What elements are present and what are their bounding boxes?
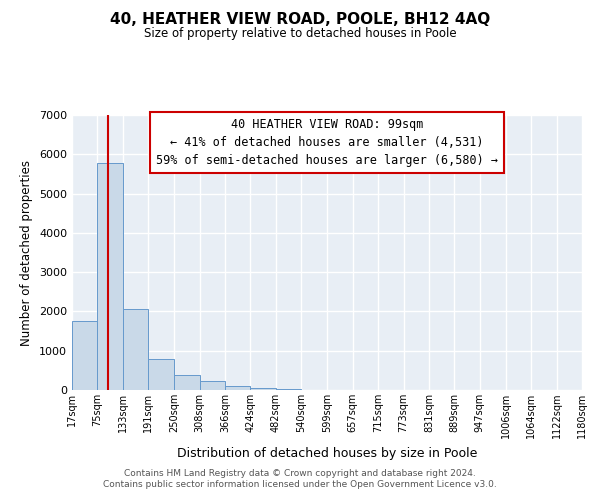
Bar [97,164,123,390]
Text: Contains public sector information licensed under the Open Government Licence v3: Contains public sector information licen… [103,480,497,489]
Bar [148,358,174,390]
Bar [174,376,200,390]
Text: 40, HEATHER VIEW ROAD, POOLE, BH12 4AQ: 40, HEATHER VIEW ROAD, POOLE, BH12 4AQ [110,12,490,28]
Bar [200,381,225,390]
X-axis label: Distribution of detached houses by size in Poole: Distribution of detached houses by size … [177,446,477,460]
Y-axis label: Number of detached properties: Number of detached properties [20,160,34,346]
Text: Size of property relative to detached houses in Poole: Size of property relative to detached ho… [143,28,457,40]
Bar [72,321,97,390]
Text: 40 HEATHER VIEW ROAD: 99sqm
← 41% of detached houses are smaller (4,531)
59% of : 40 HEATHER VIEW ROAD: 99sqm ← 41% of det… [156,118,498,167]
Bar [250,388,276,390]
Bar [123,309,148,390]
Bar [225,386,250,390]
Text: Contains HM Land Registry data © Crown copyright and database right 2024.: Contains HM Land Registry data © Crown c… [124,468,476,477]
Bar [276,389,301,390]
